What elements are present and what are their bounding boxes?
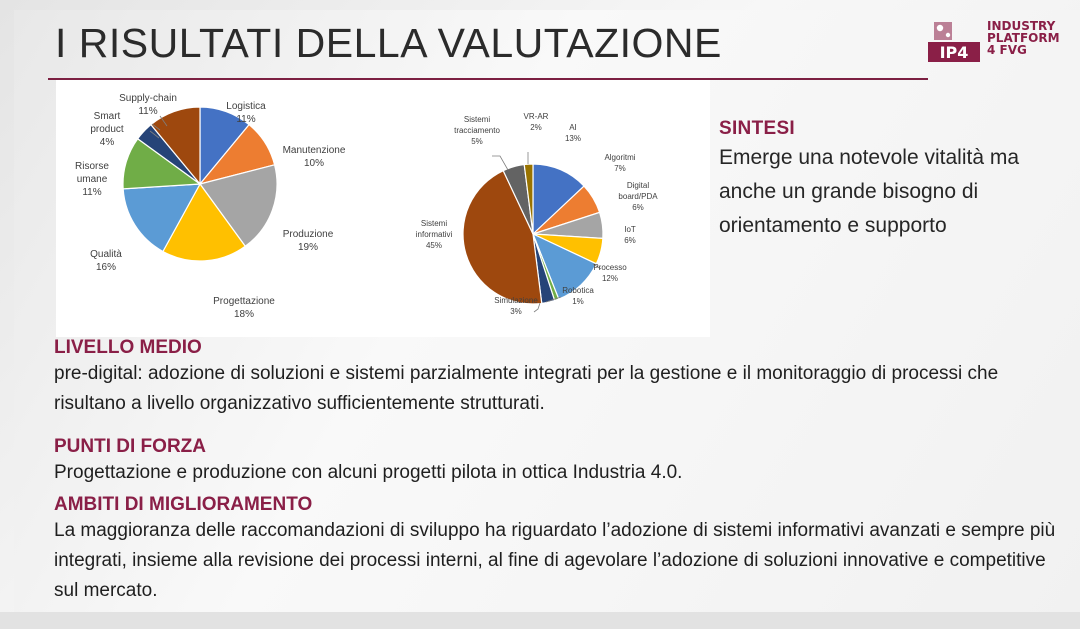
logo-line-1: INDUSTRY [987,19,1056,33]
pie1-slice-progettazione [162,182,247,262]
pie1-label-risorse-umane: Risorse umane 11% [75,161,109,198]
pie2-label-algoritmi: Algoritmi 7% [604,153,635,173]
ambiti-heading: AMBITI DI MIGLIORAMENTO [54,494,313,515]
pie1-label-supply-chain: Supply-chain 11% [119,93,177,117]
sintesi-text: Emerge una notevole vitalità ma anche un… [719,146,1019,237]
chart-panel: Logistica 11% Manutenzione 10% Produzione 19%… [56,80,710,337]
pie2-leader-line [492,155,509,171]
logo-text: INDUSTRY PLATFORM 4 FVG [987,20,1071,56]
livello-section: LIVELLO MEDIO pre-digital: adozione di s… [54,337,1064,419]
punti-section: PUNTI DI FORZA Progettazione e produzion… [54,436,1064,488]
pie1-leader-line [149,130,160,139]
punti-text: Progettazione e produzione con alcuni pr… [54,462,683,483]
pie2-slice-ai [532,163,585,236]
pie2-label-processo: Processo 12% [593,263,627,283]
pie2-leader-line [533,302,541,313]
punti-heading: PUNTI DI FORZA [54,436,206,457]
pie1-label-qualit-: Qualità 16% [90,249,122,273]
ip4-logo-icon: IP4 [928,22,980,62]
pie1-slice-qualit- [122,183,202,253]
sintesi-box: SINTESI Emerge una notevole vitalità ma … [719,118,1059,243]
page-title: I RISULTATI DELLA VALUTAZIONE [55,20,722,66]
pie2-leader-line [592,263,602,270]
logo-line-3: 4 FVG [987,43,1027,57]
pie2-slice-sistemi-informativi [462,169,543,305]
pie1-label-logistica: Logistica 11% [226,101,266,125]
pie1-slice-supply-chain [150,106,201,186]
bottom-band [0,612,1080,629]
pie1-label-produzione: Produzione 19% [283,229,334,253]
title-divider [48,78,928,80]
pie1-label-progettazione: Progettazione 18% [213,296,275,320]
pie1-label-smart-product: Smart product 4% [90,111,124,148]
sintesi-heading: SINTESI [719,118,796,139]
livello-heading: LIVELLO MEDIO [54,337,202,358]
pie1-slice-produzione [198,164,278,248]
pie1-leader-line [159,115,168,127]
ip4-logo: IP4 INDUSTRY PLATFORM 4 FVG [928,18,1068,64]
ambiti-section: AMBITI DI MIGLIORAMENTO La maggioranza d… [54,494,1064,606]
livello-text: pre-digital: adozione di soluzioni e sis… [54,363,999,414]
pie2-label-sistemi-tracciamento: Sistemi tracciamento 5% [454,115,500,146]
pie-charts: Logistica 11% Manutenzione 10% Produzione 19%… [75,93,658,320]
ambiti-text: La maggioranza delle raccomandazioni di … [54,520,1056,601]
pie2-label-simulazione: Simulazione 3% [494,296,538,316]
pie1-label-manutenzione: Manutenzione 10% [283,145,346,169]
pie1-leader-line [151,123,161,131]
pie2-label-sistemi-informativi: Sistemi informativi 45% [416,219,453,250]
pie2-label-iot: IoT 6% [624,225,636,245]
logo-line-2: PLATFORM [987,31,1060,45]
pie2-label-digital-board-pda: Digital board/PDA 6% [618,181,658,212]
logo-mark-text: IP4 [940,43,969,62]
pie2-label-robotica: Robotica 1% [562,286,594,306]
pie2-label-ai: AI 13% [565,123,581,143]
pie2-label-vr-ar: VR-AR 2% [524,112,549,132]
pie2-leader-line [545,296,562,303]
pie2-slice-vr-ar [523,163,534,235]
